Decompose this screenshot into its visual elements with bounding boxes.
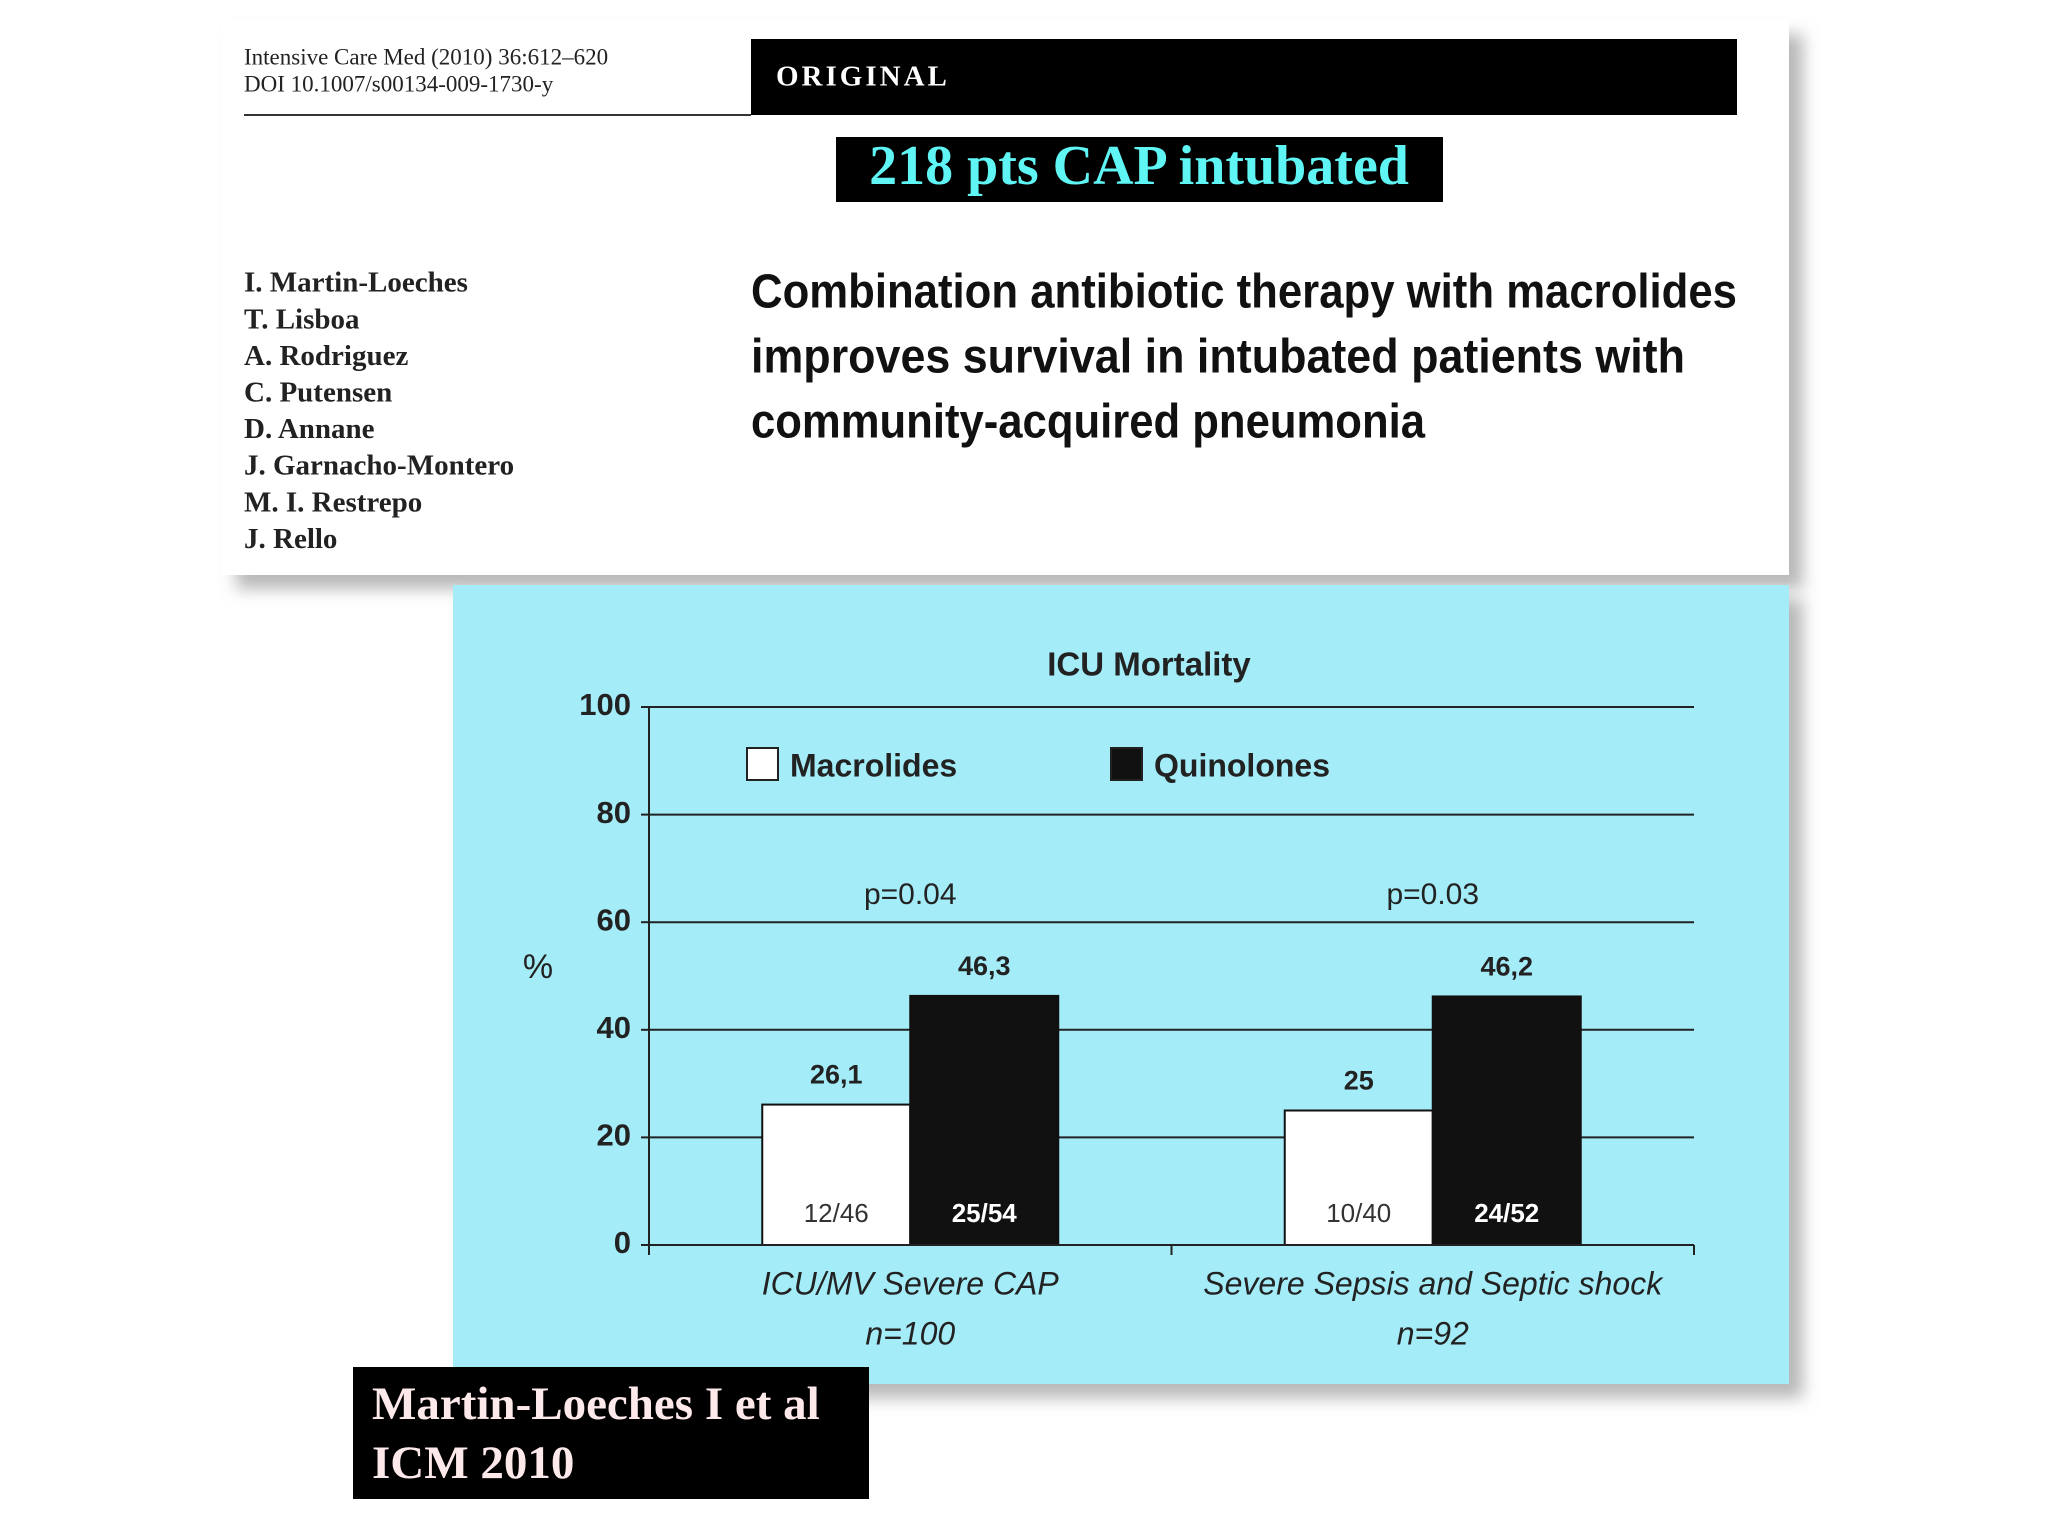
citation-line: Intensive Care Med (2010) 36:612–620 [244, 44, 608, 69]
count-label: 24/52 [1474, 1198, 1539, 1228]
author: A. Rodriguez [244, 340, 408, 372]
legend-swatch [1110, 747, 1143, 781]
highlight-text: 218 pts CAP intubated [869, 135, 1409, 197]
category-note: n=92 [1397, 1315, 1469, 1351]
value-label: 25 [1344, 1066, 1374, 1096]
category-note: n=100 [865, 1315, 955, 1351]
bar [1283, 1109, 1434, 1246]
author: D. Annane [244, 413, 375, 445]
chart-title: ICU Mortality [1047, 646, 1251, 683]
citation-box-line: Martin-Loeches I et al [372, 1378, 820, 1430]
citation-line: DOI 10.1007/s00134-009-1730-y [244, 71, 554, 96]
annotation: p=0.03 [1386, 878, 1479, 911]
section-label: ORIGINAL [776, 61, 950, 93]
y-tick-label: 80 [597, 795, 631, 830]
legend-swatch [746, 747, 779, 781]
author: J. Garnacho-Montero [244, 450, 514, 482]
annotation: p=0.04 [864, 878, 957, 911]
value-label: 46,3 [958, 951, 1011, 981]
x-tick-label: Severe Sepsis and Septic shock [1203, 1265, 1664, 1301]
paper-title: Combination antibiotic therapy with macr… [751, 266, 1737, 449]
author: C. Putensen [244, 376, 392, 408]
y-axis-label: % [523, 948, 553, 986]
author: M. I. Restrepo [244, 486, 422, 518]
count-label: 12/46 [804, 1198, 869, 1228]
author-list: I. Martin-Loeches T. Lisboa A. Rodriguez C.… [244, 267, 514, 555]
bar [1431, 995, 1582, 1246]
value-label: 46,2 [1480, 952, 1533, 982]
count-label: 25/54 [952, 1198, 1018, 1228]
citation-box-line: ICM 2010 [372, 1437, 574, 1489]
count-label: 10/40 [1326, 1198, 1391, 1228]
highlight-box [836, 137, 1443, 202]
y-tick-label: 60 [597, 902, 631, 937]
plot: 0 20 40 60 80 100 ICU/MV Severe CAP n=100 p=0.04… [579, 687, 1695, 1351]
y-tick-label: 40 [597, 1010, 631, 1045]
y-tick-label: 100 [579, 687, 631, 722]
x-tick-label: ICU/MV Severe CAP [762, 1265, 1060, 1301]
author: I. Martin-Loeches [244, 267, 468, 299]
citation-box [353, 1367, 869, 1499]
author: T. Lisboa [244, 303, 360, 335]
y-tick-label: 20 [597, 1118, 631, 1153]
section-bar [751, 39, 1737, 115]
value-label: 26,1 [810, 1060, 863, 1090]
bar [761, 1103, 912, 1247]
legend-label: Quinolones [1154, 747, 1330, 783]
paper-title-line: Combination antibiotic therapy with macr… [751, 266, 1737, 319]
legend-label: Macrolides [790, 747, 957, 783]
bar [909, 994, 1060, 1246]
paper-title-line: community-acquired pneumonia [751, 396, 1425, 449]
y-tick-label: 0 [614, 1225, 631, 1260]
paper-title-line: improves survival in intubated patients … [751, 331, 1685, 384]
chart-panel [453, 585, 1789, 1384]
author: J. Rello [244, 523, 337, 555]
